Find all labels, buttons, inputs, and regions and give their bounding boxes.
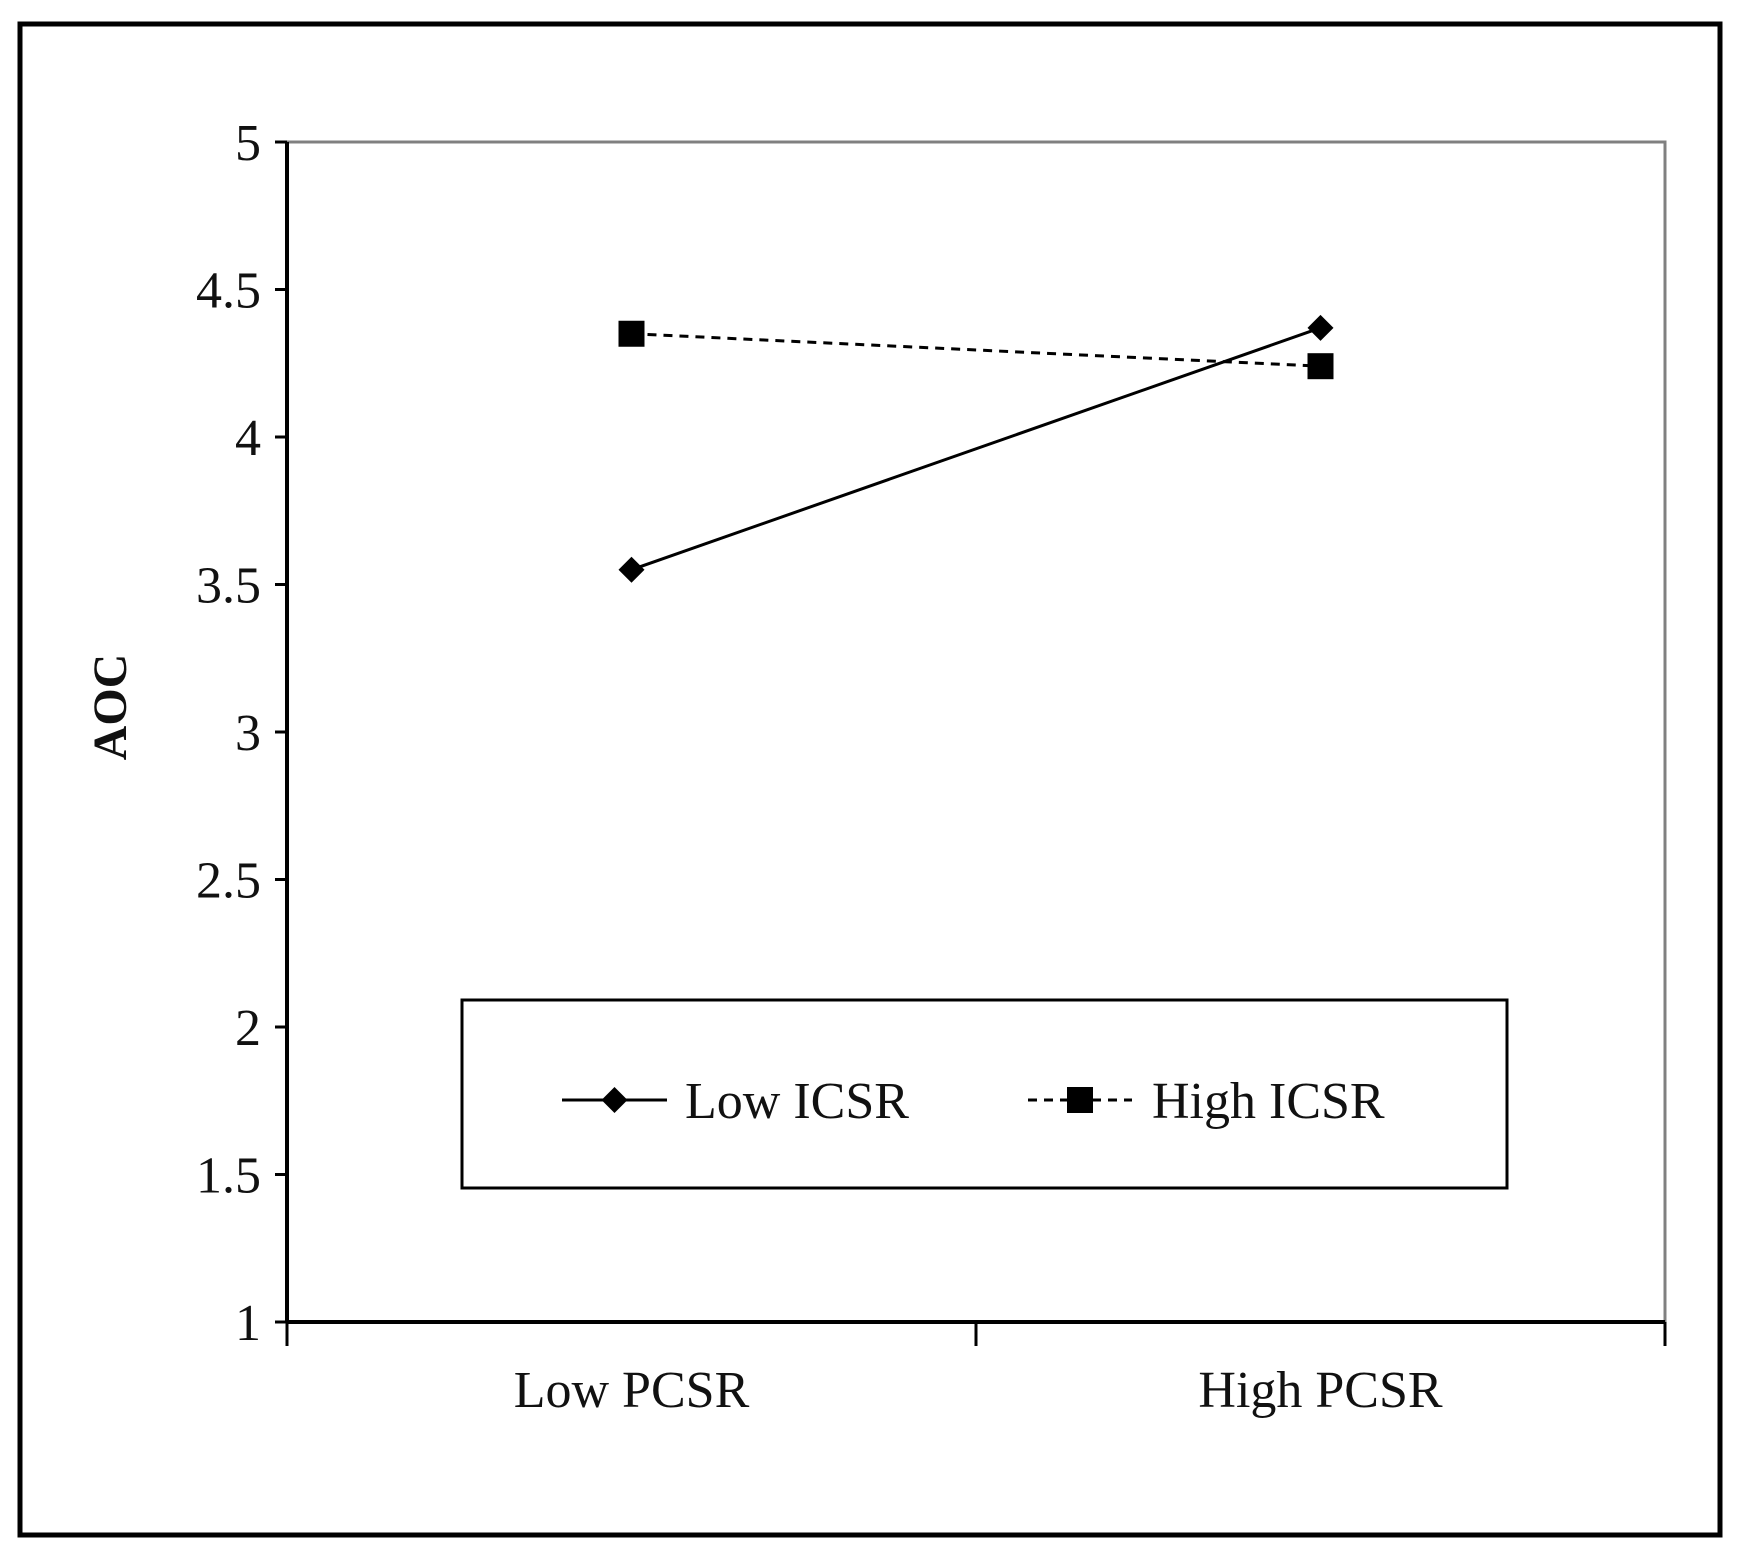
y-tick-label: 2.5 <box>196 853 261 910</box>
legend-item: Low ICSR <box>562 1073 909 1130</box>
series-line <box>631 326 1321 572</box>
y-tick-label: 2 <box>235 1000 261 1057</box>
y-tick-label: 1 <box>235 1295 261 1352</box>
y-axis-title: AOC <box>84 654 137 761</box>
y-tick-label: 4.5 <box>196 263 261 320</box>
x-tick-label: Low PCSR <box>514 1362 750 1419</box>
y-tick-label: 5 <box>235 115 261 172</box>
y-tick-label: 3 <box>235 705 261 762</box>
y-tick-label: 1.5 <box>196 1148 261 1205</box>
data-point <box>618 320 645 347</box>
series-low-icsr <box>618 314 1334 583</box>
y-tick-label: 3.5 <box>196 558 261 615</box>
legend: Low ICSR High ICSR <box>460 998 1509 1190</box>
series-line <box>631 332 1321 368</box>
legend-label: High ICSR <box>1152 1073 1385 1130</box>
outer-frame <box>17 21 1723 1538</box>
legend-label: Low ICSR <box>685 1073 909 1130</box>
x-axis: Low PCSR High PCSR <box>285 1320 1667 1419</box>
data-point <box>1307 353 1334 380</box>
legend-box <box>460 998 1509 1190</box>
y-tick-label: 4 <box>235 410 261 467</box>
legend-marker <box>601 1087 628 1113</box>
legend-marker <box>1067 1087 1093 1113</box>
x-tick-label: High PCSR <box>1198 1362 1443 1419</box>
legend-item: High ICSR <box>1028 1073 1385 1130</box>
data-point <box>618 556 645 583</box>
series-high-icsr <box>618 320 1334 380</box>
y-axis: 1 1.5 2 2.5 3 3.5 4 4.5 5 <box>196 115 289 1352</box>
data-point <box>1307 314 1334 341</box>
series-layer <box>618 314 1334 583</box>
